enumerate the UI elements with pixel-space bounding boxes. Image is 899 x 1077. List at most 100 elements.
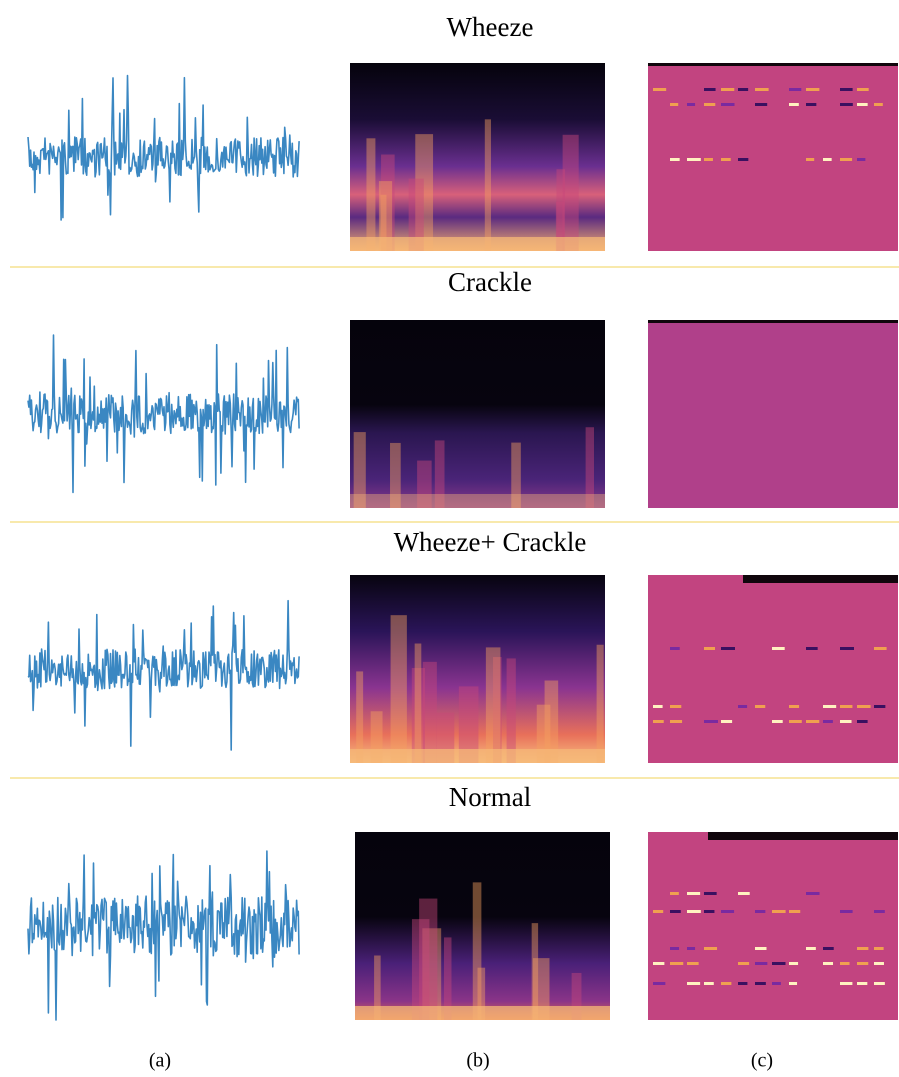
spectrogram-band — [485, 119, 491, 251]
spectrogram-floor — [355, 1006, 610, 1020]
feature-dash — [738, 158, 748, 161]
feature-dash — [687, 892, 700, 895]
spectrogram-band — [532, 923, 538, 1020]
feature-map — [648, 832, 898, 1020]
feature-dash — [653, 962, 664, 965]
feature-dash — [857, 705, 871, 708]
feature-dash — [789, 910, 800, 913]
feature-dash — [823, 947, 834, 950]
waveform — [28, 851, 299, 1020]
feature-dash — [857, 962, 868, 965]
feature-dash — [687, 947, 695, 950]
feature-dash — [687, 982, 700, 985]
feature-dash — [687, 962, 699, 965]
feature-dash — [840, 962, 850, 965]
row-title: Normal — [449, 782, 531, 812]
feature-dash — [857, 158, 865, 161]
feature-dash — [840, 982, 852, 985]
feature-map-top — [743, 575, 898, 583]
feature-dash — [704, 647, 715, 650]
spectrogram-band — [423, 662, 437, 763]
feature-dash — [653, 982, 665, 985]
feature-dash — [806, 647, 818, 650]
feature-dash — [721, 910, 734, 913]
figure: WheezeCrackleWheeze+ CrackleNormal(a)(b)… — [0, 0, 899, 1077]
feature-dash — [670, 103, 678, 106]
feature-dash — [772, 910, 786, 913]
feature-map-top — [648, 63, 898, 66]
feature-map — [648, 320, 898, 508]
feature-dash — [704, 720, 718, 723]
feature-dash — [704, 158, 713, 161]
spectrogram-band — [597, 645, 604, 763]
feature-dash — [670, 647, 680, 650]
feature-dash — [755, 947, 766, 950]
feature-dash — [840, 647, 854, 650]
feature-dash — [721, 982, 731, 985]
feature-dash — [874, 947, 884, 950]
spectrogram-band — [391, 615, 407, 763]
spectrogram-band — [366, 138, 375, 251]
feature-dash — [857, 88, 869, 91]
feature-map-top — [648, 320, 898, 323]
feature-dash — [789, 720, 802, 723]
feature-dash — [653, 910, 663, 913]
feature-dash — [772, 962, 785, 965]
feature-dash — [738, 962, 749, 965]
feature-dash — [840, 103, 853, 106]
feature-dash — [823, 720, 833, 723]
feature-dash — [687, 158, 701, 161]
spectrogram-band — [486, 647, 501, 763]
feature-dash — [704, 88, 716, 91]
feature-map-top — [708, 832, 898, 840]
feature-dash — [704, 103, 715, 106]
feature-dash — [670, 947, 679, 950]
feature-dash — [670, 705, 681, 708]
feature-dash — [840, 88, 853, 91]
feature-dash — [789, 962, 798, 965]
feature-dash — [721, 647, 735, 650]
feature-dash — [874, 962, 884, 965]
feature-dash — [653, 720, 664, 723]
feature-map — [648, 575, 898, 763]
feature-dash — [755, 88, 769, 91]
feature-dash — [840, 910, 853, 913]
feature-dash — [857, 720, 868, 723]
feature-dash — [738, 705, 747, 708]
waveform — [28, 335, 299, 492]
feature-dash — [721, 103, 735, 106]
row-title: Wheeze+ Crackle — [394, 527, 587, 557]
row-title: Wheeze — [447, 12, 534, 42]
feature-dash — [755, 962, 767, 965]
feature-dash — [823, 158, 832, 161]
column-label: (b) — [466, 1050, 489, 1072]
feature-dash — [653, 88, 666, 91]
feature-dash — [721, 88, 734, 91]
feature-dash — [670, 720, 682, 723]
feature-dash — [772, 647, 785, 650]
feature-dash — [772, 720, 783, 723]
feature-dash — [670, 892, 679, 895]
feature-dash — [789, 982, 797, 985]
feature-dash — [806, 947, 816, 950]
feature-dash — [670, 962, 683, 965]
feature-dash — [738, 982, 747, 985]
spectrogram-band — [412, 919, 429, 1020]
feature-dash — [704, 982, 714, 985]
feature-dash — [755, 910, 765, 913]
feature-dash — [755, 705, 765, 708]
waveform — [28, 601, 299, 750]
waveform — [28, 76, 299, 221]
column-label: (a) — [149, 1050, 171, 1072]
column-label: (c) — [751, 1050, 773, 1072]
feature-dash — [721, 158, 731, 161]
feature-dash — [806, 88, 819, 91]
feature-dash — [755, 103, 767, 106]
feature-dash — [857, 947, 868, 950]
feature-dash — [840, 720, 852, 723]
feature-dash — [857, 982, 867, 985]
feature-dash — [704, 947, 717, 950]
feature-dash — [738, 892, 750, 895]
feature-dash — [806, 158, 814, 161]
spectrogram-floor — [350, 237, 605, 251]
